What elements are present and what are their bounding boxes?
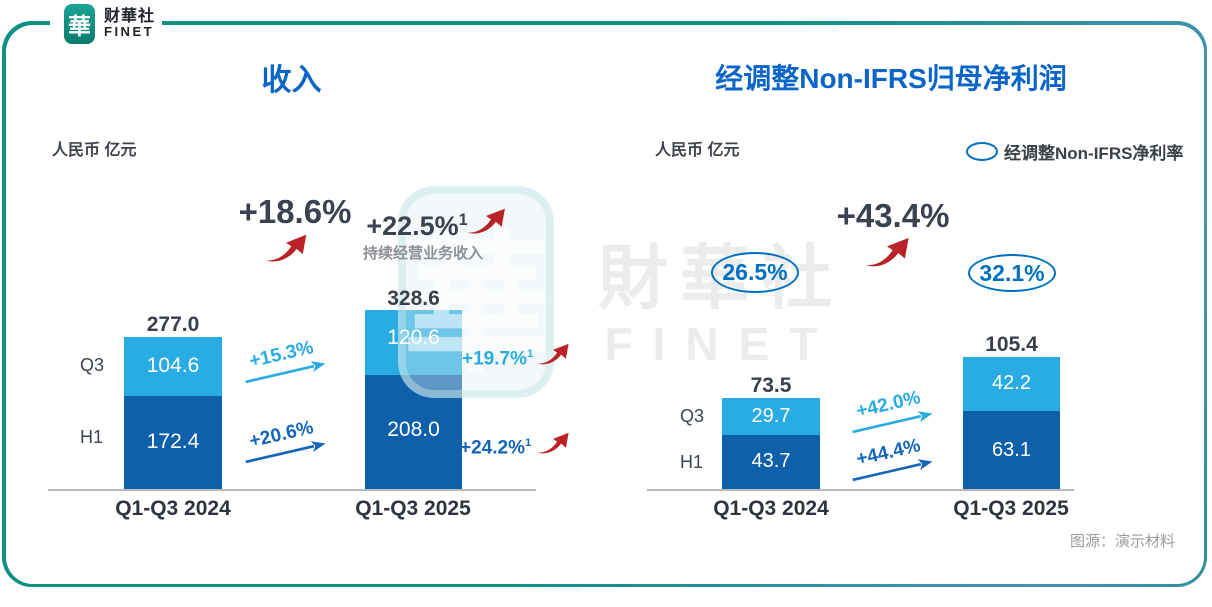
profit-bar2-h1-segment — [963, 411, 1060, 490]
profit-bar1-q3-segment — [722, 398, 820, 435]
profit-bar1-total: 73.5 — [750, 374, 792, 397]
profit-x-label-2025: Q1-Q3 2025 — [953, 497, 1069, 520]
revenue-bar1-h1-segment — [124, 396, 222, 490]
brand-name: 财華社 FINET — [104, 8, 155, 40]
revenue-bar2-total: 328.6 — [387, 287, 440, 310]
margin-badge-2025: 32.1% — [968, 254, 1056, 292]
revenue-h1-continuing-value: +24.2% — [460, 437, 525, 459]
brand-logo: 華 财華社 FINET — [50, 0, 162, 47]
profit-total-growth: +43.4% — [836, 197, 950, 234]
profit-unit-label: 人民币 亿元 — [655, 142, 740, 159]
profit-x-label-2024: Q1-Q3 2024 — [713, 497, 829, 520]
growth-up-arrow-icon — [260, 233, 312, 263]
profit-x-axis — [647, 489, 1074, 491]
frame-border — [2, 21, 1207, 587]
revenue-bar1-total: 277.0 — [146, 313, 200, 336]
growth-up-arrow-icon — [463, 207, 509, 235]
revenue-x-label-2025: Q1-Q3 2025 — [355, 497, 471, 520]
margin-badge-2024: 26.5% — [711, 252, 799, 293]
revenue-bar2-h1-segment — [365, 375, 462, 490]
revenue-q3-growth-arrow: +15.3% — [235, 334, 331, 388]
revenue-row-label-h1: H1 — [80, 427, 104, 447]
brand-name-cn: 财華社 — [104, 7, 156, 25]
profit-chart-title: 经调整Non-IFRS归母净利润 — [715, 63, 1067, 94]
finet-logo-icon: 華 — [64, 3, 95, 44]
profit-q3-growth-arrow: +42.0% — [842, 384, 938, 438]
profit-bar2-total: 105.4 — [985, 333, 1038, 356]
revenue-h1-growth-arrow: +20.6% — [235, 414, 331, 468]
revenue-bar2-h1-value: 208.0 — [387, 418, 440, 441]
revenue-bar1-h1-value: 172.4 — [146, 430, 200, 453]
profit-bar1-h1-value: 43.7 — [751, 450, 791, 472]
revenue-continuing-growth: +22.5%1 — [352, 211, 482, 242]
footnote-sup: 1 — [458, 211, 468, 229]
revenue-bar1-q3-value: 104.6 — [146, 354, 200, 377]
growth-up-arrow-icon — [861, 236, 913, 268]
revenue-h1-continuing-growth: +24.2%1 — [460, 437, 531, 459]
revenue-x-axis — [48, 489, 536, 491]
revenue-row-label-q3: Q3 — [80, 355, 105, 375]
revenue-bar1-q3-segment — [124, 337, 222, 396]
arrow-right-icon — [852, 459, 933, 482]
growth-up-arrow-icon — [536, 341, 570, 367]
brand-name-en: FINET — [104, 24, 155, 40]
profit-bar1-q3-value: 29.7 — [751, 405, 791, 427]
profit-row-label-q3: Q3 — [680, 406, 705, 426]
image-source-note: 图源：演示材料 — [1070, 533, 1176, 550]
revenue-q3-continuing-growth: +19.7%1 — [462, 348, 533, 370]
logo-glyph: 華 — [68, 12, 91, 39]
revenue-continuing-growth-value: +22.5% — [366, 211, 459, 241]
profit-bar2-q3-segment — [963, 357, 1060, 411]
profit-bar2-h1-value: 63.1 — [992, 439, 1031, 461]
revenue-unit-label: 人民币 亿元 — [52, 142, 137, 159]
watermark-text-en: FINET — [604, 318, 838, 370]
margin-legend-label: 经调整Non-IFRS净利率 — [1004, 144, 1184, 163]
arrow-right-icon — [245, 361, 326, 384]
growth-up-arrow-icon — [536, 430, 570, 456]
watermark-logo: 華 — [398, 186, 554, 398]
profit-row-label-h1: H1 — [680, 452, 704, 472]
revenue-bar2-q3-value: 120.6 — [387, 326, 440, 349]
revenue-continuing-note: 持续经营业务收入 — [362, 245, 483, 262]
margin-legend-ellipse-icon — [966, 142, 998, 161]
revenue-x-label-2024: Q1-Q3 2024 — [115, 497, 231, 520]
revenue-chart-title: 收入 — [261, 64, 322, 97]
footnote-sup: 1 — [526, 348, 534, 360]
footnote-sup: 1 — [524, 437, 532, 449]
revenue-total-growth: +18.6% — [238, 193, 352, 230]
arrow-right-icon — [852, 411, 933, 434]
watermark-logo-glyph: 華 — [401, 220, 552, 389]
profit-bar2-q3-value: 42.2 — [992, 372, 1031, 394]
profit-h1-growth-arrow: +44.4% — [842, 432, 938, 486]
profit-bar1-h1-segment — [722, 435, 820, 490]
revenue-q3-continuing-value: +19.7% — [462, 348, 527, 370]
arrow-right-icon — [245, 441, 326, 464]
